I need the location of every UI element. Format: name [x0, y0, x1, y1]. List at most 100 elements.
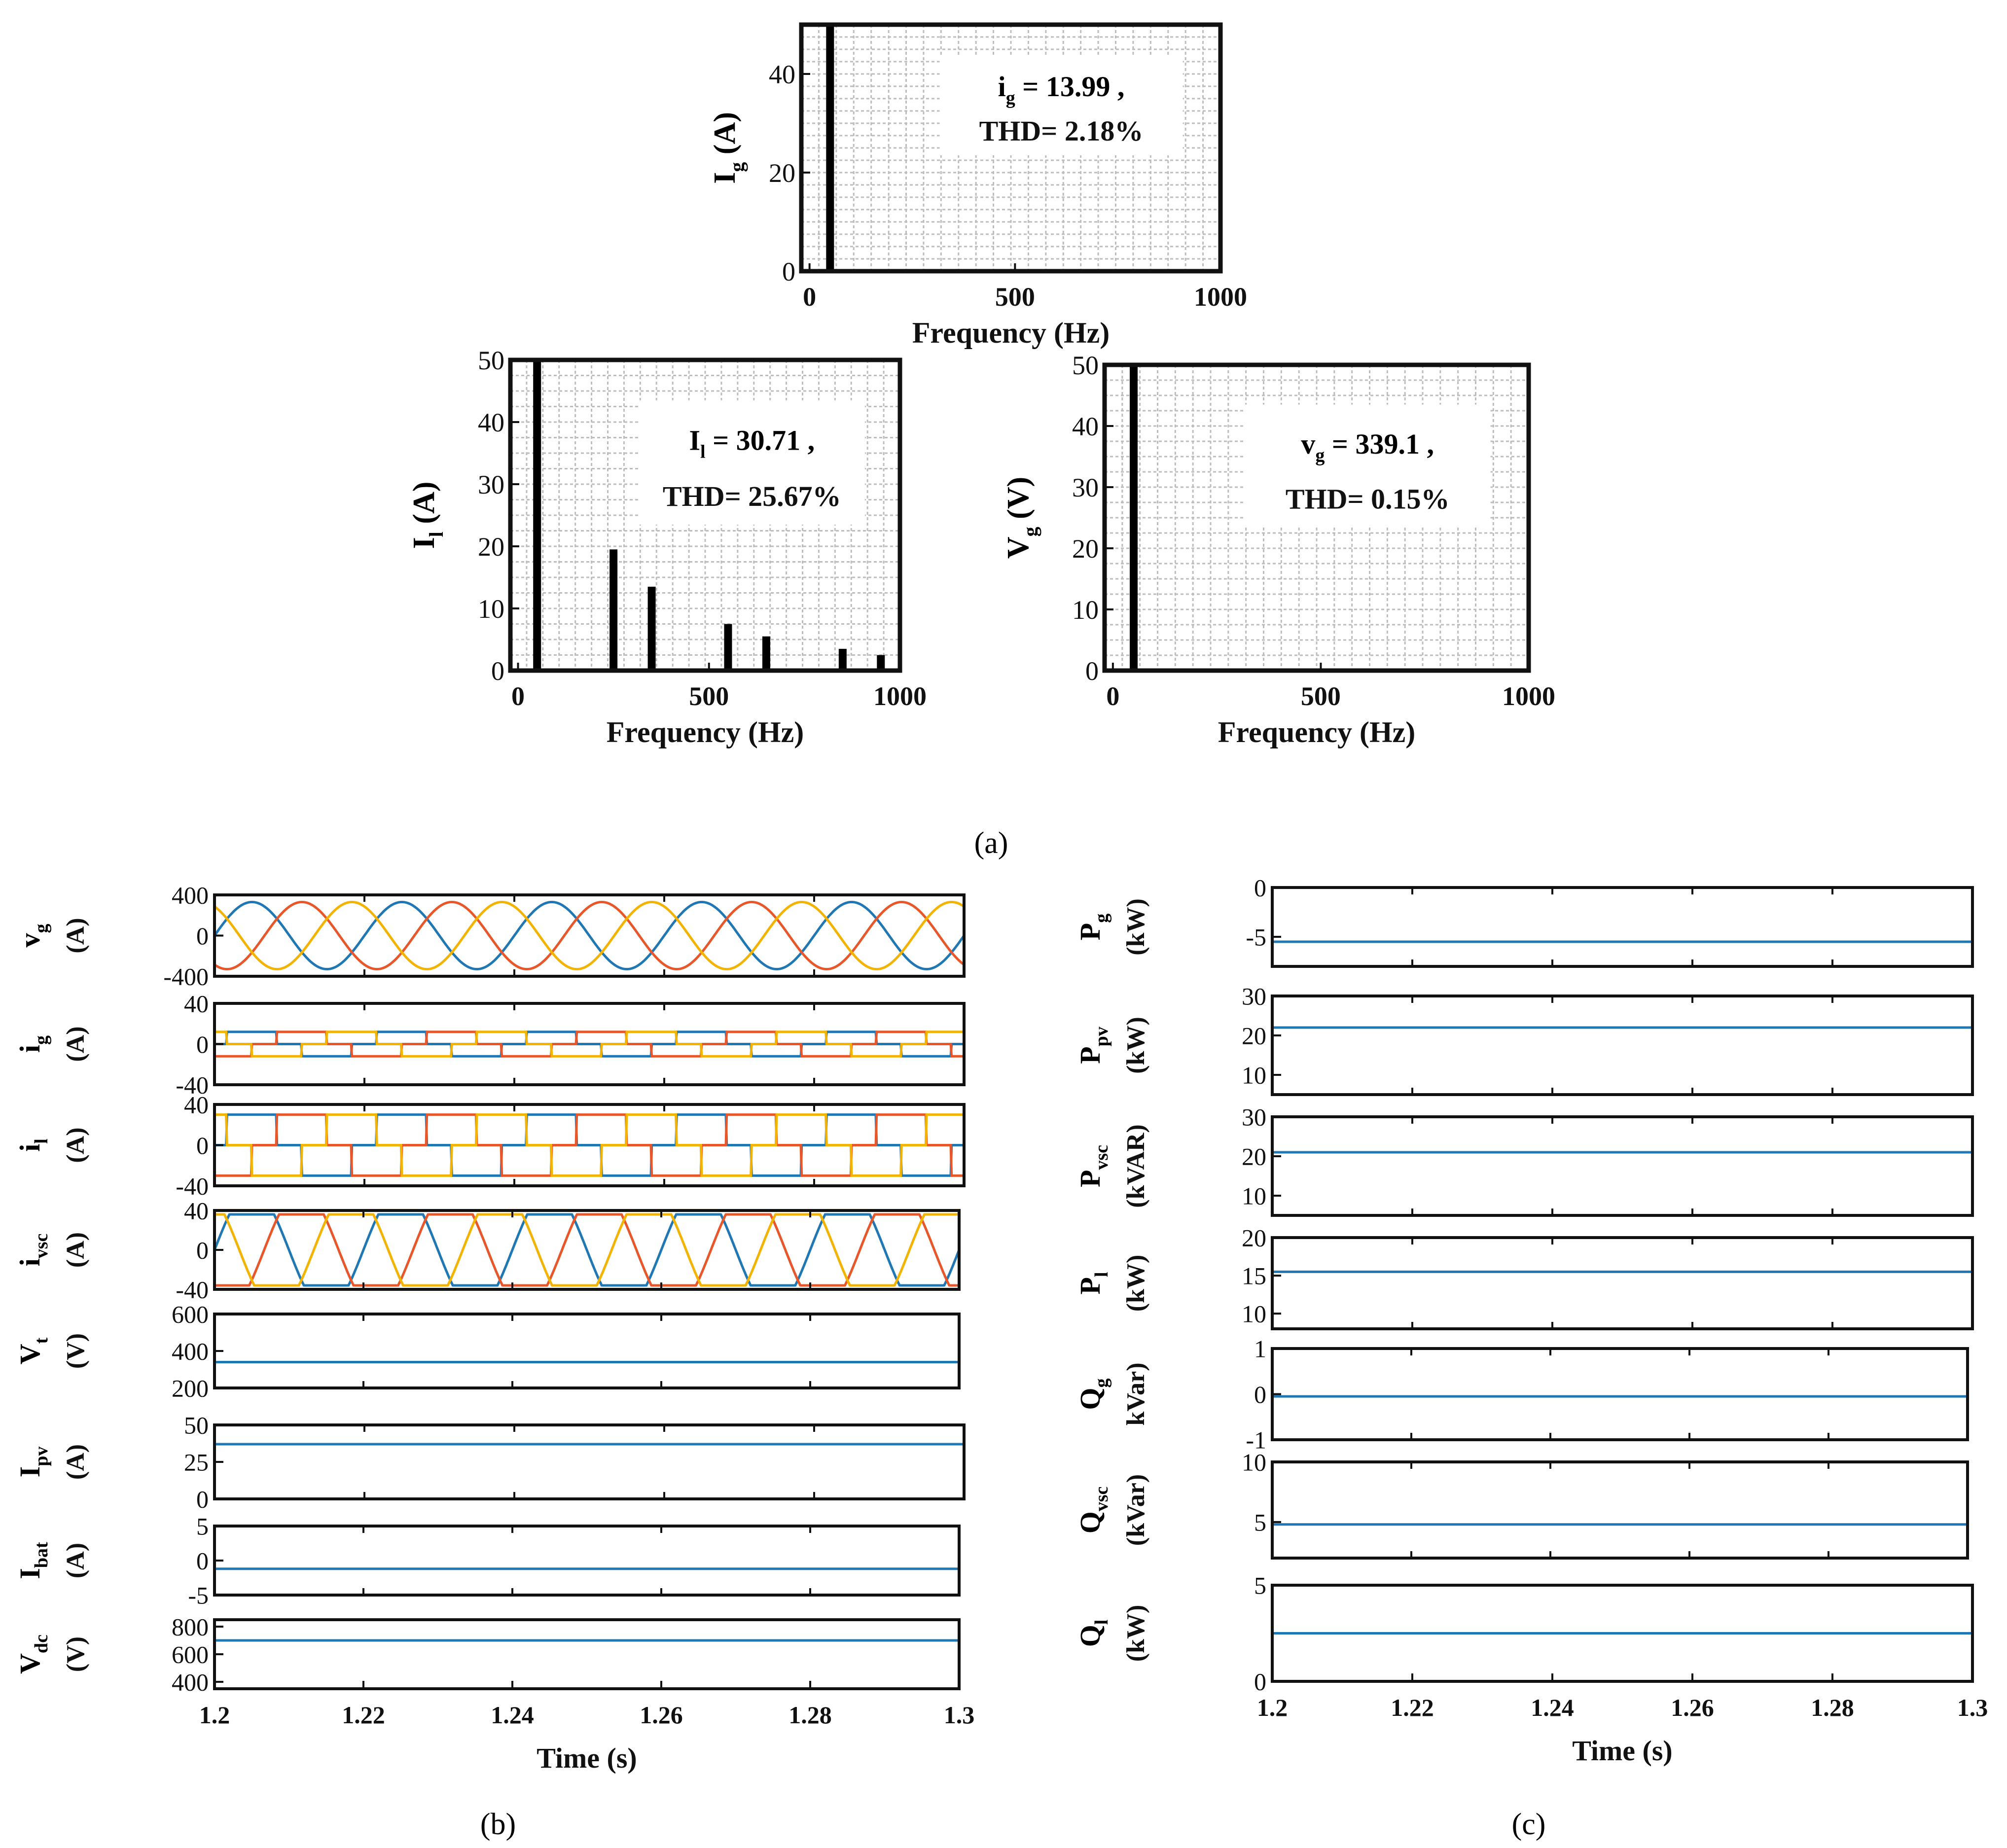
y-tick-label: 400: [172, 1338, 209, 1365]
chart-c4: 10 15 20 Pl (kW): [1074, 1224, 1974, 1330]
y-tick-label: 15: [1242, 1262, 1266, 1290]
x-tick-label: 1000: [1502, 681, 1555, 711]
y-tick-label: 20: [1072, 534, 1099, 564]
y-tick-label: 5: [1254, 1572, 1266, 1599]
x-tick-label: 1.24: [1531, 1694, 1574, 1721]
plot-frame: [213, 1525, 961, 1597]
figure-label-a: (a): [974, 826, 1008, 860]
series-phase-2: [215, 1213, 959, 1287]
x-tick-label: 0: [511, 681, 525, 711]
x-tick-label: 1.2: [1257, 1694, 1288, 1721]
chart-b5: 200 400 600 Vt (V): [14, 1301, 961, 1402]
annotation-thd: THD= 2.18%: [979, 115, 1144, 147]
y-axis-label: Pl: [1074, 1272, 1112, 1295]
y-axis-unit: kVar): [1122, 1362, 1150, 1425]
y-tick-label: 50: [478, 346, 504, 375]
chart-b2: -40 0 40 ig (A): [14, 990, 966, 1099]
y-tick-label: 10: [1242, 1062, 1266, 1089]
y-tick-label: 30: [1072, 473, 1099, 502]
y-tick-label: 600: [172, 1301, 209, 1328]
y-axis-label: Il (A): [407, 482, 447, 549]
plot-frame: [213, 1313, 961, 1389]
y-axis-label: Qvsc: [1074, 1487, 1112, 1534]
plot-frame: [1271, 1236, 1974, 1330]
plot-frame: [1271, 1460, 1969, 1560]
annotation-value: ig = 13.99 ,: [998, 71, 1125, 108]
y-axis-unit: (A): [62, 1543, 90, 1578]
series-phase-3: [215, 1113, 964, 1177]
series-phase-3: [214, 900, 965, 971]
y-tick-label: 0: [196, 1547, 209, 1575]
spectrum-bar: [826, 25, 834, 271]
x-tick-label: 1.2: [199, 1701, 230, 1729]
series-phase-1: [213, 1213, 961, 1287]
y-axis-unit: (V): [62, 1636, 90, 1672]
y-tick-label: -40: [176, 1071, 209, 1099]
y-tick-label: 10: [1242, 1182, 1266, 1210]
y-axis-unit: (A): [62, 1127, 90, 1163]
x-tick-label: 1.22: [1391, 1694, 1434, 1721]
y-tick-label: 40: [478, 408, 504, 437]
y-axis-label: Ppv: [1074, 1027, 1112, 1064]
y-tick-label: 0: [491, 656, 504, 686]
y-tick-label: -400: [163, 963, 209, 991]
y-tick-label: 5: [196, 1513, 209, 1540]
x-axis-label: Time (s): [537, 1742, 637, 1774]
y-axis-label: Vt: [14, 1337, 52, 1364]
plot-frame: [799, 22, 1223, 274]
y-tick-label: -1: [1246, 1426, 1266, 1454]
spectrum-bar: [762, 636, 770, 671]
y-tick-label: 0: [1254, 1381, 1266, 1408]
plot-frame: [1271, 995, 1974, 1096]
series-phase-2: [215, 1031, 964, 1058]
figure-label-b: (b): [480, 1808, 516, 1841]
y-tick-label: 0: [1254, 1668, 1266, 1696]
spectrum-bar: [1130, 365, 1138, 671]
y-axis-unit: (kW): [1122, 1605, 1150, 1662]
plot-frame: [213, 1618, 961, 1690]
series-phase-1: [215, 1113, 964, 1177]
y-axis-unit: (A): [62, 1026, 90, 1062]
y-tick-label: 10: [1242, 1449, 1266, 1476]
y-axis-label: ivsc: [14, 1234, 52, 1267]
spectrum-bar: [609, 549, 618, 671]
annotation-box: [939, 57, 1183, 155]
y-tick-label: 40: [1072, 412, 1099, 441]
chart-b1: -400 0 400 vg (A): [14, 882, 966, 991]
spectrum-bar: [838, 648, 847, 671]
chart-c5: -1 0 1 Qg kVar): [1074, 1335, 1969, 1454]
y-tick-label: 600: [172, 1641, 209, 1669]
plot-frame: [213, 1423, 966, 1500]
chart-a1: 0 20 40 0 500 1000 Frequency (Hz) Ig (A) ig = 13…: [708, 22, 1247, 349]
y-axis-label: vg: [14, 924, 52, 948]
x-tick-label: 1.3: [944, 1701, 975, 1729]
y-tick-label: 10: [1242, 1300, 1266, 1328]
x-tick-label: 1000: [1194, 282, 1247, 312]
x-axis-label: Frequency (Hz): [912, 317, 1110, 349]
y-axis-unit: (kVAR): [1122, 1124, 1150, 1208]
y-axis-unit: (A): [62, 918, 90, 953]
chart-b3: -40 0 40 il (A): [14, 1091, 966, 1200]
y-axis-unit: (A): [62, 1232, 90, 1268]
series-phase-3: [215, 1031, 964, 1058]
chart-c7: 0 5 1.2 1.22 1.24 1.26 1.28 1.3 Time (s) Ql (kW): [1074, 1572, 1988, 1767]
spectrum-bar: [724, 624, 732, 671]
x-tick-label: 1.22: [342, 1701, 385, 1729]
chart-c6: 5 10 Qvsc (kVar): [1074, 1449, 1969, 1560]
y-axis-unit: (kW): [1122, 1017, 1150, 1074]
y-tick-label: 0: [196, 1237, 209, 1264]
series-phase-1: [215, 1031, 964, 1058]
y-tick-label: 5: [1254, 1508, 1266, 1536]
x-tick-label: 1000: [873, 681, 927, 711]
y-tick-label: 50: [1072, 351, 1099, 380]
y-axis-label: Pg: [1074, 914, 1112, 940]
y-axis-label: Qg: [1074, 1378, 1112, 1410]
annotation-box: [639, 400, 865, 525]
x-axis-label: Time (s): [1572, 1735, 1673, 1767]
y-tick-label: 20: [769, 158, 795, 188]
plot-frame: [1271, 886, 1974, 968]
y-axis-label: Ql: [1074, 1620, 1112, 1647]
